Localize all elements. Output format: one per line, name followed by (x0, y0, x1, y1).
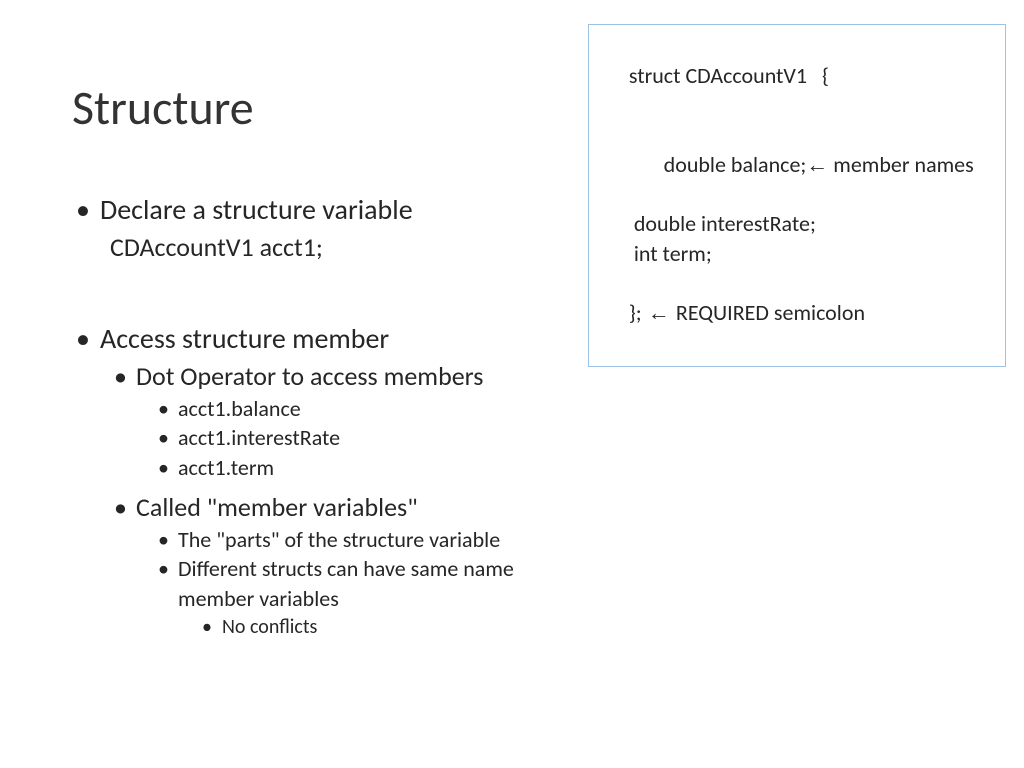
bullet-text: Dot Operator to access members (136, 360, 483, 392)
sub-group: No conflicts (202, 614, 964, 641)
slide: Structure struct CDAccountV1 { double ba… (0, 0, 1024, 768)
code-line-1: struct CDAccountV1 { (599, 31, 995, 120)
sub-group: acct1.balance acct1.interestRate acct1.t… (158, 394, 964, 483)
bullet-text: Different structs can have same name mem… (178, 555, 514, 612)
sub-group: The "parts" of the structure variable Di… (158, 525, 964, 641)
list-item: acct1.term (158, 453, 964, 483)
bullet-text: Declare a structure variable (100, 192, 413, 227)
list-item: The "parts" of the structure variable (158, 525, 964, 555)
sub-group: Called "member variables" The "parts" of… (114, 491, 964, 641)
content-body: Declare a structure variable CDAccountV1… (76, 192, 964, 647)
slide-title: Structure (72, 78, 254, 137)
bullet-access-member: Access structure member (76, 321, 964, 356)
bullet-declare-variable: Declare a structure variable (76, 192, 964, 227)
sub-group: Dot Operator to access members acct1.bal… (114, 360, 964, 483)
list-item: acct1.interestRate (158, 423, 964, 453)
code-text: struct CDAccountV1 { (629, 62, 829, 89)
spacer (76, 285, 964, 321)
code-snippet: CDAccountV1 acct1; (110, 231, 964, 263)
bullet-member-variables: Called "member variables" (114, 491, 964, 525)
bullet-text: Called "member variables" (136, 491, 418, 523)
bullet-dot-operator: Dot Operator to access members (114, 360, 964, 394)
code-text: double balance; (629, 151, 806, 178)
annotation-text: member names (828, 151, 973, 178)
list-item: Different structs can have same name mem… (158, 554, 588, 613)
list-item: acct1.balance (158, 394, 964, 424)
bullet-text: Access structure member (100, 321, 389, 356)
list-item: No conflicts (202, 614, 964, 641)
left-arrow-icon: ← (806, 152, 828, 177)
